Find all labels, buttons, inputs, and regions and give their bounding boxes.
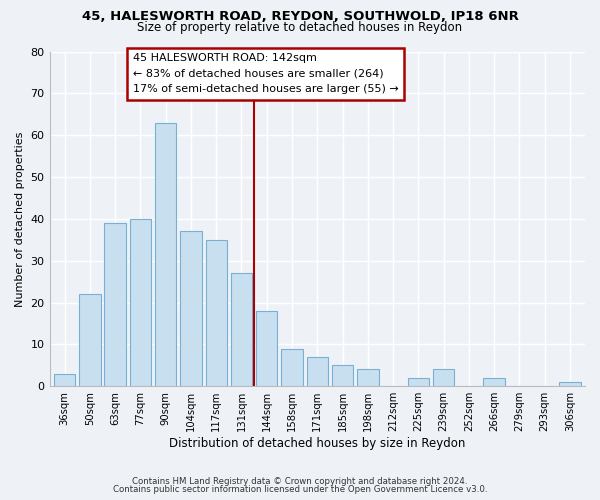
Bar <box>484 378 505 386</box>
Bar <box>180 232 202 386</box>
Bar <box>281 348 303 386</box>
Text: 45 HALESWORTH ROAD: 142sqm
← 83% of detached houses are smaller (264)
17% of sem: 45 HALESWORTH ROAD: 142sqm ← 83% of deta… <box>133 53 398 94</box>
Bar <box>256 311 277 386</box>
Bar <box>357 370 379 386</box>
Text: Size of property relative to detached houses in Reydon: Size of property relative to detached ho… <box>137 22 463 35</box>
Bar <box>155 122 176 386</box>
Bar <box>130 219 151 386</box>
Bar <box>231 273 252 386</box>
Bar <box>559 382 581 386</box>
Bar <box>407 378 429 386</box>
Text: Contains public sector information licensed under the Open Government Licence v3: Contains public sector information licen… <box>113 485 487 494</box>
X-axis label: Distribution of detached houses by size in Reydon: Distribution of detached houses by size … <box>169 437 466 450</box>
Bar <box>79 294 101 386</box>
Y-axis label: Number of detached properties: Number of detached properties <box>15 131 25 306</box>
Text: Contains HM Land Registry data © Crown copyright and database right 2024.: Contains HM Land Registry data © Crown c… <box>132 477 468 486</box>
Bar <box>332 366 353 386</box>
Bar <box>433 370 454 386</box>
Bar <box>206 240 227 386</box>
Bar <box>104 223 126 386</box>
Bar <box>54 374 76 386</box>
Bar <box>307 357 328 386</box>
Text: 45, HALESWORTH ROAD, REYDON, SOUTHWOLD, IP18 6NR: 45, HALESWORTH ROAD, REYDON, SOUTHWOLD, … <box>82 10 518 23</box>
